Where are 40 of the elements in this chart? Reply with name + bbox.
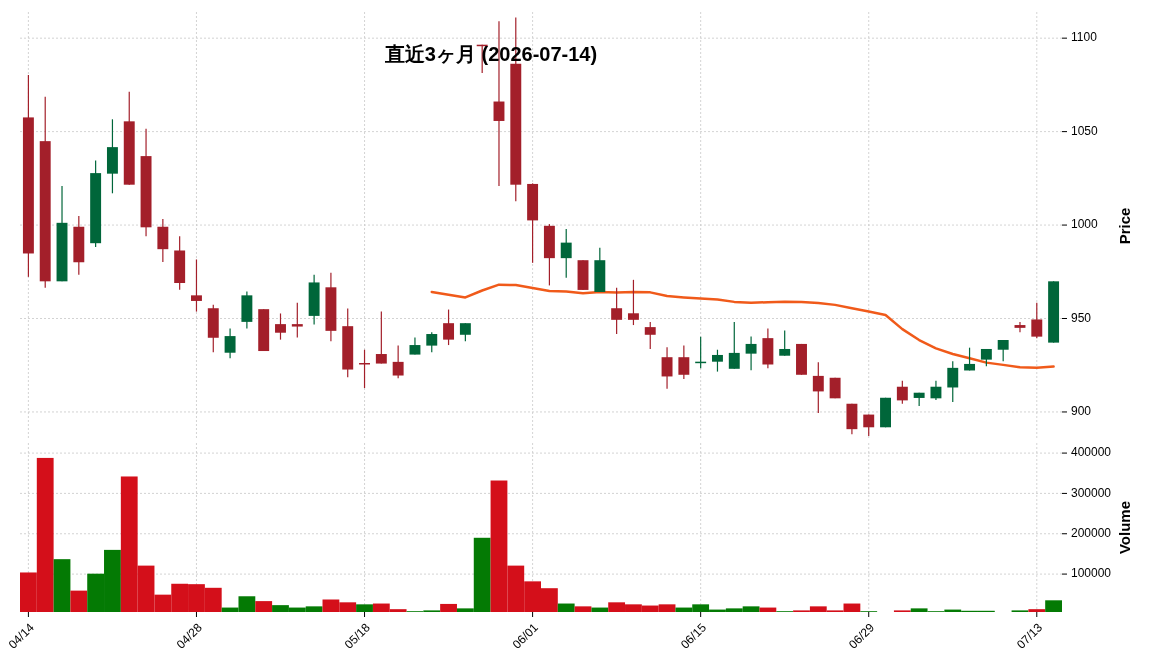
candlestick [443, 308, 455, 346]
y-tick-label: 400000 [1071, 445, 1112, 460]
y-axis-title: Price [1116, 207, 1133, 245]
candlestick [812, 361, 824, 414]
candlestick [560, 228, 572, 279]
candlestick [426, 331, 438, 353]
candlestick [291, 302, 303, 338]
candlestick [728, 321, 740, 370]
candlestick [611, 287, 623, 335]
candlestick [1014, 321, 1026, 333]
candlestick [275, 312, 286, 341]
candlestick [157, 218, 169, 263]
candlestick [627, 279, 639, 326]
candlestick [745, 335, 757, 371]
candlestick [392, 344, 404, 379]
line-series [430, 283, 1055, 370]
y-tick-label: 300000 [1071, 485, 1112, 500]
candlestick [644, 321, 656, 350]
y-axis-title: Volume [1116, 500, 1133, 555]
candlestick [459, 322, 471, 342]
y-tick-label: 1000 [1071, 217, 1099, 232]
y-tick-label: 900 [1071, 404, 1092, 419]
candlestick [896, 380, 908, 405]
candlestick [191, 258, 202, 313]
candlestick [947, 360, 959, 403]
candlestick [661, 346, 673, 390]
candlestick [678, 344, 690, 380]
candlestick [913, 392, 925, 407]
candlestick [779, 329, 791, 357]
candlestick [224, 327, 236, 359]
y-tick-label: 100000 [1071, 566, 1112, 581]
y-tick-label: 950 [1071, 310, 1092, 325]
y-tick-label: 200000 [1071, 525, 1112, 540]
candlestick [712, 349, 723, 373]
candlestick [375, 311, 387, 365]
y-tick-label: 1100 [1071, 30, 1098, 45]
candlestick [1031, 302, 1043, 339]
candlestick [930, 380, 942, 401]
y-tick-label: 1050 [1071, 123, 1099, 138]
candlestick [997, 339, 1009, 362]
